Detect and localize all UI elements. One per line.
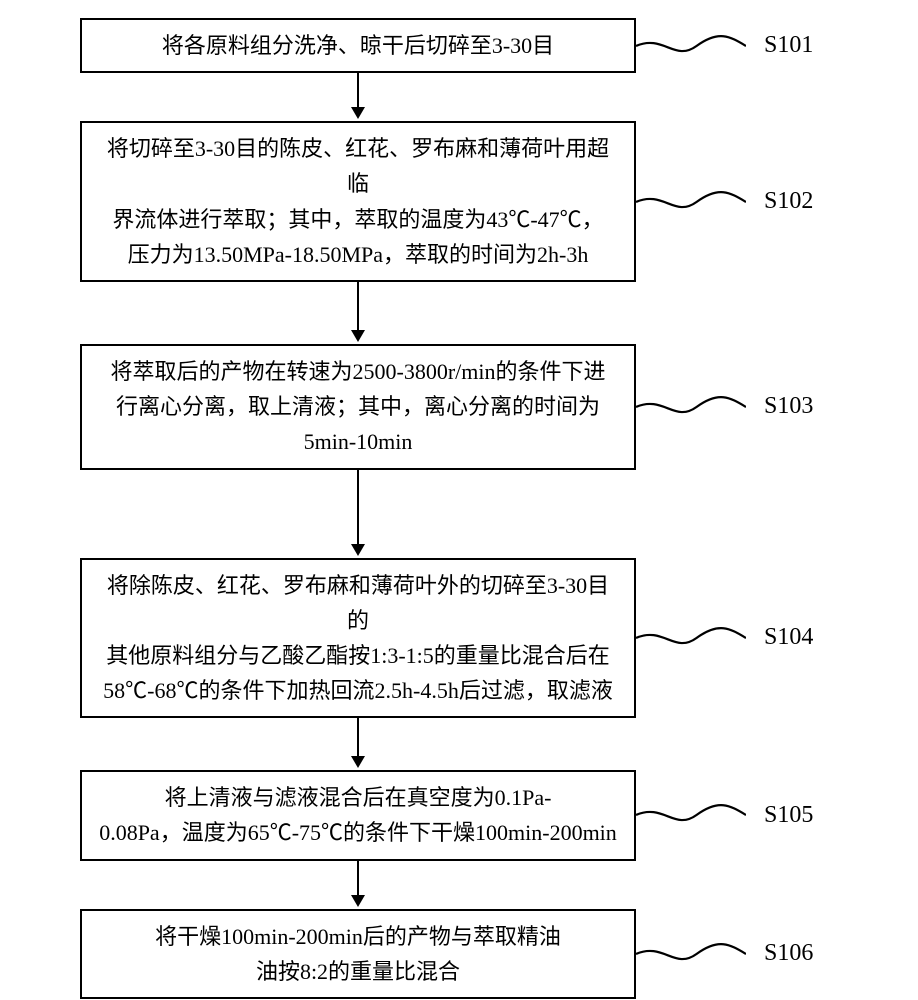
step-text-line: 其他原料组分与乙酸乙酯按1:3-1:5的重量比混合后在 [106,638,610,673]
step-label: S104 [764,624,813,651]
step-connector [636,387,746,427]
step-label: S106 [764,940,813,967]
step-connector-wrap: S106 [636,934,813,974]
step-box: 将上清液与滤液混合后在真空度为0.1Pa-0.08Pa，温度为65℃-75℃的条… [80,770,636,860]
step-label: S103 [764,393,813,420]
step-box: 将干燥100min-200min后的产物与萃取精油油按8:2的重量比混合 [80,909,636,999]
step-text-line: 0.08Pa，温度为65℃-75℃的条件下干燥100min-200min [99,815,617,850]
step-connector-wrap: S105 [636,795,813,835]
step-connector [636,618,746,658]
flowchart-step-s102: 将切碎至3-30目的陈皮、红花、罗布麻和薄荷叶用超临界流体进行萃取；其中，萃取的… [80,121,860,282]
flow-arrow [80,718,636,770]
flowchart-step-s105: 将上清液与滤液混合后在真空度为0.1Pa-0.08Pa，温度为65℃-75℃的条… [80,770,860,860]
step-connector [636,795,746,835]
step-text-line: 将各原料组分洗净、晾干后切碎至3-30目 [162,28,554,63]
flowchart-step-s103: 将萃取后的产物在转速为2500-3800r/min的条件下进行离心分离，取上清液… [80,344,860,470]
step-label: S101 [764,32,813,59]
step-box: 将除陈皮、红花、罗布麻和薄荷叶外的切碎至3-30目的其他原料组分与乙酸乙酯按1:… [80,558,636,719]
step-connector [636,934,746,974]
step-text-line: 压力为13.50MPa-18.50MPa，萃取的时间为2h-3h [128,237,589,272]
flow-arrow [80,73,636,121]
flowchart-step-s106: 将干燥100min-200min后的产物与萃取精油油按8:2的重量比混合 S10… [80,909,860,999]
step-text-line: 5min-10min [304,424,413,459]
step-label: S102 [764,188,813,215]
flow-arrow [80,861,636,909]
step-connector [636,26,746,66]
step-text-line: 58℃-68℃的条件下加热回流2.5h-4.5h后过滤，取滤液 [103,673,613,708]
flow-arrow [80,282,636,344]
step-text-line: 将萃取后的产物在转速为2500-3800r/min的条件下进 [111,354,606,389]
step-text-line: 行离心分离，取上清液；其中，离心分离的时间为 [116,389,600,424]
step-connector [636,182,746,222]
step-text-line: 将上清液与滤液混合后在真空度为0.1Pa- [165,780,552,815]
step-text-line: 油按8:2的重量比混合 [256,954,460,989]
flowchart-step-s101: 将各原料组分洗净、晾干后切碎至3-30目 S101 [80,18,860,73]
step-box: 将萃取后的产物在转速为2500-3800r/min的条件下进行离心分离，取上清液… [80,344,636,470]
step-text-line: 将切碎至3-30目的陈皮、红花、罗布麻和薄荷叶用超临 [96,131,620,201]
step-text-line: 界流体进行萃取；其中，萃取的温度为43℃-47℃， [112,202,603,237]
step-text-line: 将干燥100min-200min后的产物与萃取精油 [155,919,561,954]
step-connector-wrap: S104 [636,618,813,658]
step-connector-wrap: S102 [636,182,813,222]
step-box: 将各原料组分洗净、晾干后切碎至3-30目 [80,18,636,73]
flowchart-step-s104: 将除陈皮、红花、罗布麻和薄荷叶外的切碎至3-30目的其他原料组分与乙酸乙酯按1:… [80,558,860,719]
step-box: 将切碎至3-30目的陈皮、红花、罗布麻和薄荷叶用超临界流体进行萃取；其中，萃取的… [80,121,636,282]
step-text-line: 将除陈皮、红花、罗布麻和薄荷叶外的切碎至3-30目的 [96,568,620,638]
flow-arrow [80,470,636,558]
step-connector-wrap: S101 [636,26,813,66]
step-connector-wrap: S103 [636,387,813,427]
flowchart-container: 将各原料组分洗净、晾干后切碎至3-30目 S101 将切碎至3-30目的陈皮、红… [80,18,860,999]
step-label: S105 [764,802,813,829]
